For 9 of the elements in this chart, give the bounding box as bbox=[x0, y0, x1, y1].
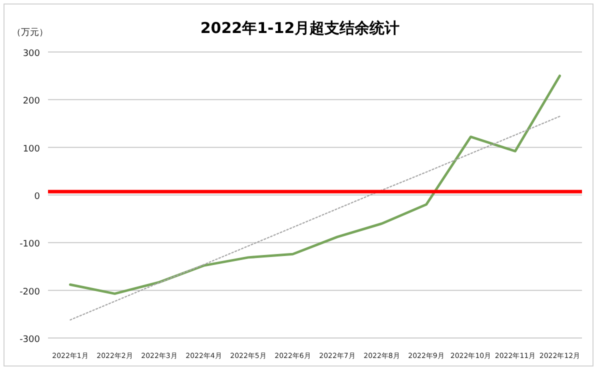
chart-title: 2022年1-12月超支结余统计 bbox=[200, 19, 400, 37]
y-tick-label: 0 bbox=[34, 192, 40, 202]
y-tick-label: -100 bbox=[20, 240, 40, 250]
y-tick-label: -300 bbox=[20, 335, 40, 345]
y-tick-label: 200 bbox=[22, 96, 40, 107]
y-tick-label: 300 bbox=[22, 49, 40, 59]
y-tick-label: -200 bbox=[20, 287, 40, 298]
y-axis-title: （万元） bbox=[12, 27, 48, 38]
y-tick-label: 100 bbox=[22, 144, 40, 154]
